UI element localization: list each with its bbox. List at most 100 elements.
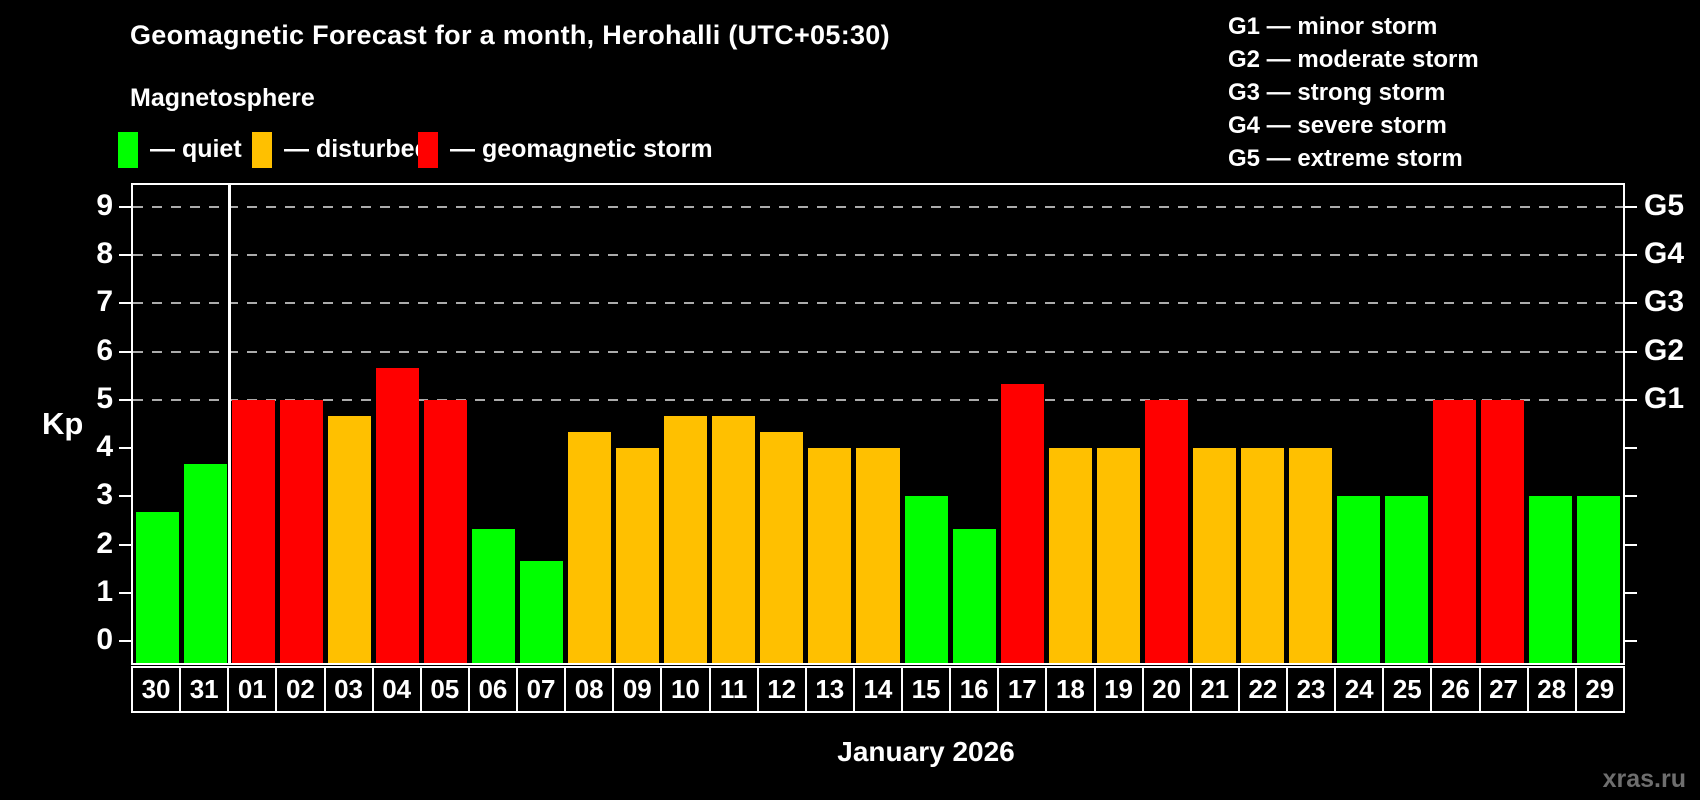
g1-legend-line: G1 — minor storm <box>1228 13 1438 40</box>
day-label-19: 19 <box>1093 666 1144 713</box>
y-axis-label-0: 0 <box>96 623 113 657</box>
left-tick-4 <box>119 447 131 450</box>
day-label-23: 23 <box>1286 666 1337 713</box>
left-tick-1 <box>119 591 131 594</box>
gridline-kp-7 <box>133 302 1623 305</box>
left-tick-9 <box>119 205 131 208</box>
bar-day-15 <box>904 496 948 663</box>
bar-day-10 <box>664 415 708 663</box>
bar-day-25 <box>1385 496 1429 663</box>
day-label-12: 12 <box>756 666 807 713</box>
bar-day-19 <box>1096 448 1140 663</box>
left-tick-6 <box>119 350 131 353</box>
legend-label-storm: — geomagnetic storm <box>450 135 713 163</box>
y-axis-label-3: 3 <box>96 478 113 512</box>
left-tick-3 <box>119 495 131 498</box>
bar-day-17 <box>1000 383 1044 663</box>
day-label-28: 28 <box>1526 666 1577 713</box>
right-tick-3 <box>1625 495 1637 498</box>
right-axis-label-g4: G4 <box>1644 237 1685 270</box>
quiet-color-swatch <box>118 131 138 168</box>
y-axis-label-8: 8 <box>96 237 113 270</box>
bar-day-13 <box>808 448 852 663</box>
day-label-08: 08 <box>564 666 615 713</box>
day-label-07: 07 <box>516 666 567 713</box>
y-axis-label-7: 7 <box>96 285 113 319</box>
day-label-27: 27 <box>1478 666 1529 713</box>
legend-item-storm: — geomagnetic storm <box>418 131 713 168</box>
bar-day-22 <box>1240 448 1285 663</box>
y-axis-label-5: 5 <box>96 381 113 415</box>
day-label-14: 14 <box>852 666 903 713</box>
day-label-20: 20 <box>1141 666 1192 713</box>
day-label-21: 21 <box>1189 666 1240 713</box>
bar-day-28 <box>1529 496 1573 663</box>
watermark: xras.ru <box>1602 765 1686 793</box>
chart-subtitle: Magnetosphere <box>130 84 315 112</box>
bar-day-20 <box>1144 399 1188 663</box>
gridline-kp-8 <box>133 254 1623 256</box>
legend-label-quiet: — quiet <box>150 135 242 163</box>
y-axis-label-6: 6 <box>96 333 113 367</box>
bar-day-08 <box>568 432 612 663</box>
bar-day-05 <box>423 399 467 663</box>
bar-day-21 <box>1192 448 1236 663</box>
right-axis-label-g3: G3 <box>1644 285 1685 319</box>
storm-color-swatch <box>418 131 438 168</box>
day-label-29: 29 <box>1574 666 1625 713</box>
day-label-18: 18 <box>1045 666 1096 713</box>
day-label-09: 09 <box>612 666 663 713</box>
right-tick-9 <box>1625 205 1637 208</box>
y-axis-label-4: 4 <box>96 430 113 464</box>
disturbed-color-swatch <box>252 131 272 168</box>
bar-day-26 <box>1433 399 1477 663</box>
right-tick-4 <box>1625 447 1637 450</box>
bar-day-24 <box>1337 496 1381 663</box>
right-tick-0 <box>1625 640 1637 643</box>
bar-day-16 <box>952 528 996 663</box>
gridline-kp-9 <box>133 205 1623 208</box>
day-label-26: 26 <box>1430 666 1481 713</box>
bar-day-03 <box>327 415 371 663</box>
y-axis-label-1: 1 <box>96 574 113 608</box>
right-axis-label-g1: G1 <box>1644 381 1685 415</box>
day-label-30: 30 <box>131 666 182 713</box>
gridline-kp-5 <box>133 398 1623 401</box>
day-label-10: 10 <box>660 666 711 713</box>
g4-legend-line: G4 — severe storm <box>1228 112 1447 139</box>
day-label-17: 17 <box>997 666 1048 713</box>
left-tick-0 <box>119 640 131 643</box>
month-separator-line <box>227 185 231 663</box>
bar-day-27 <box>1481 399 1525 663</box>
day-label-04: 04 <box>371 666 422 713</box>
bar-day-01 <box>231 399 275 663</box>
day-label-06: 06 <box>467 666 518 713</box>
day-label-15: 15 <box>901 666 952 713</box>
day-label-02: 02 <box>275 666 326 713</box>
day-label-05: 05 <box>419 666 470 713</box>
legend-item-disturbed: — disturbed <box>252 131 430 168</box>
chart-title: Geomagnetic Forecast for a month, Heroha… <box>130 20 890 50</box>
day-label-11: 11 <box>708 666 759 713</box>
g2-legend-line: G2 — moderate storm <box>1228 46 1479 73</box>
legend-item-quiet: — quiet <box>118 131 242 168</box>
bar-day-11 <box>712 415 756 663</box>
left-tick-5 <box>119 398 131 401</box>
left-tick-8 <box>119 254 131 256</box>
day-label-24: 24 <box>1334 666 1385 713</box>
right-axis-label-g5: G5 <box>1644 188 1685 222</box>
x-axis-title: January 2026 <box>837 736 1015 767</box>
left-tick-2 <box>119 543 131 546</box>
bar-day-07 <box>520 560 564 663</box>
day-label-03: 03 <box>323 666 374 713</box>
y-axis-label-9: 9 <box>96 188 113 222</box>
x-axis-day-labels: 30 31 01 02 03 04 05 06 07 08 09 10 11 12 13 14 15 16 17 18… <box>131 666 1625 713</box>
bar-day-12 <box>760 432 804 663</box>
day-label-16: 16 <box>949 666 1000 713</box>
bar-day-06 <box>471 528 515 663</box>
bar-day-14 <box>856 448 900 663</box>
gridline-kp-6 <box>133 350 1623 353</box>
bar-day-29 <box>1577 496 1621 663</box>
day-label-13: 13 <box>804 666 855 713</box>
